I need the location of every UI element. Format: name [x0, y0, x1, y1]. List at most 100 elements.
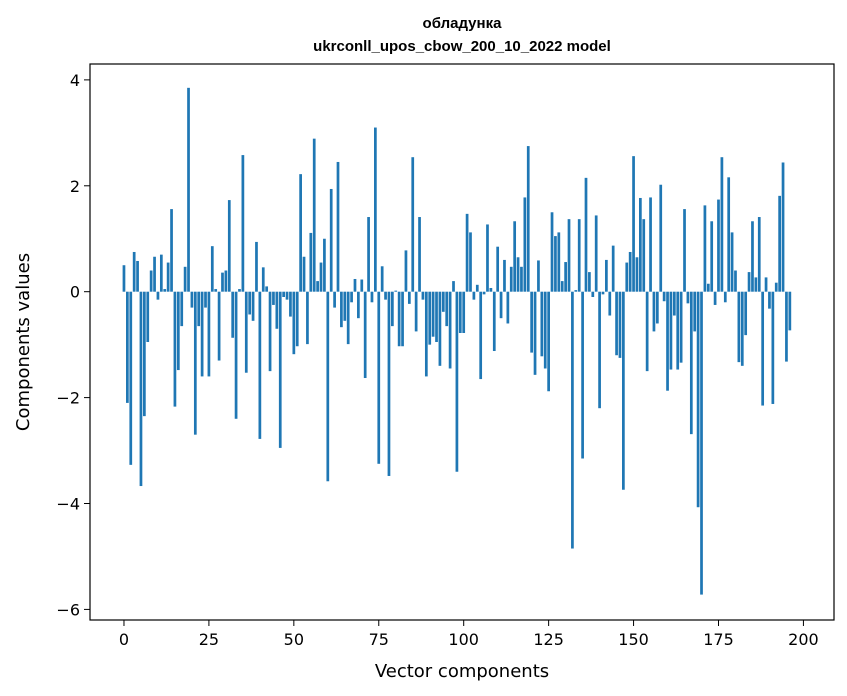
bar	[316, 281, 319, 292]
bar	[292, 291, 296, 355]
bar	[526, 146, 530, 292]
bar	[564, 262, 567, 292]
bar	[353, 278, 357, 292]
bar	[295, 291, 299, 347]
bar	[183, 266, 187, 292]
bar	[533, 291, 537, 375]
bar	[635, 257, 639, 292]
bar	[761, 291, 765, 406]
bar	[574, 290, 578, 292]
bar	[255, 241, 258, 292]
bar	[689, 291, 693, 435]
bar	[479, 291, 483, 380]
bar	[520, 266, 523, 292]
bar	[625, 262, 629, 292]
bar	[458, 291, 462, 333]
bar	[241, 155, 245, 292]
bar	[530, 291, 533, 353]
bar	[720, 157, 724, 292]
bar	[407, 291, 411, 304]
bar	[231, 291, 235, 338]
bar	[421, 291, 425, 300]
bar	[312, 138, 316, 292]
bar	[774, 282, 778, 292]
bar	[360, 279, 364, 292]
bar	[462, 291, 466, 333]
bar	[475, 284, 479, 292]
bar	[757, 217, 761, 292]
bar	[557, 232, 561, 292]
bar	[363, 291, 367, 379]
bars-group	[122, 87, 792, 595]
bar	[357, 291, 360, 319]
bar	[598, 291, 601, 409]
bar	[126, 291, 129, 403]
y-tick-label: 0	[70, 283, 80, 302]
bar	[496, 246, 500, 292]
bar	[282, 291, 285, 297]
x-tick-label: 50	[284, 630, 304, 649]
y-axis-ticks: −6 −4 −2 0 2 4	[56, 71, 90, 619]
bar	[438, 291, 442, 366]
chart-subtitle: ukrconll_upos_cbow_200_10_2022 model	[313, 38, 611, 55]
bar	[652, 291, 656, 332]
bar	[713, 291, 717, 305]
bar	[465, 213, 469, 292]
bar	[234, 291, 238, 419]
bar	[346, 291, 350, 345]
bar	[380, 266, 384, 292]
bar	[333, 291, 336, 308]
bar	[696, 291, 700, 508]
x-tick-label: 25	[199, 630, 219, 649]
bar	[326, 291, 330, 482]
bar	[744, 291, 748, 336]
bar	[700, 291, 703, 595]
bar	[737, 291, 741, 363]
bar	[768, 291, 771, 309]
bar	[377, 291, 381, 464]
bar	[272, 291, 275, 305]
bar	[275, 291, 279, 329]
bar	[343, 291, 347, 321]
chart-title: обладунка	[423, 15, 503, 32]
bar	[190, 291, 194, 308]
bar	[615, 291, 618, 356]
bar	[227, 200, 231, 292]
bar	[628, 251, 632, 292]
bar	[730, 232, 734, 292]
bar	[441, 291, 445, 312]
bar	[567, 219, 571, 292]
bar	[224, 270, 228, 292]
plot-frame	[89, 63, 835, 621]
bar	[143, 291, 146, 417]
bar	[370, 291, 374, 303]
bar	[571, 291, 574, 549]
bar	[350, 291, 353, 303]
bar	[428, 291, 432, 345]
bar	[129, 291, 133, 465]
bar	[258, 291, 262, 439]
bar	[662, 291, 666, 302]
bar	[424, 291, 428, 377]
bar	[285, 291, 289, 300]
bar	[785, 291, 788, 362]
bar	[591, 291, 595, 297]
bar	[751, 221, 754, 292]
bar	[122, 265, 126, 292]
bar	[710, 221, 714, 292]
bar	[448, 291, 452, 369]
bar	[306, 291, 309, 345]
bar	[261, 267, 265, 292]
bar	[693, 291, 697, 332]
bar	[588, 272, 591, 292]
bar	[411, 157, 415, 292]
bar	[764, 277, 768, 292]
bar	[550, 212, 554, 292]
bar	[499, 291, 503, 319]
bar	[173, 291, 177, 407]
y-tick-label: 2	[70, 177, 80, 196]
bar	[669, 291, 673, 370]
bar	[404, 250, 408, 292]
y-tick-label: 4	[70, 71, 80, 90]
bar	[149, 270, 153, 292]
